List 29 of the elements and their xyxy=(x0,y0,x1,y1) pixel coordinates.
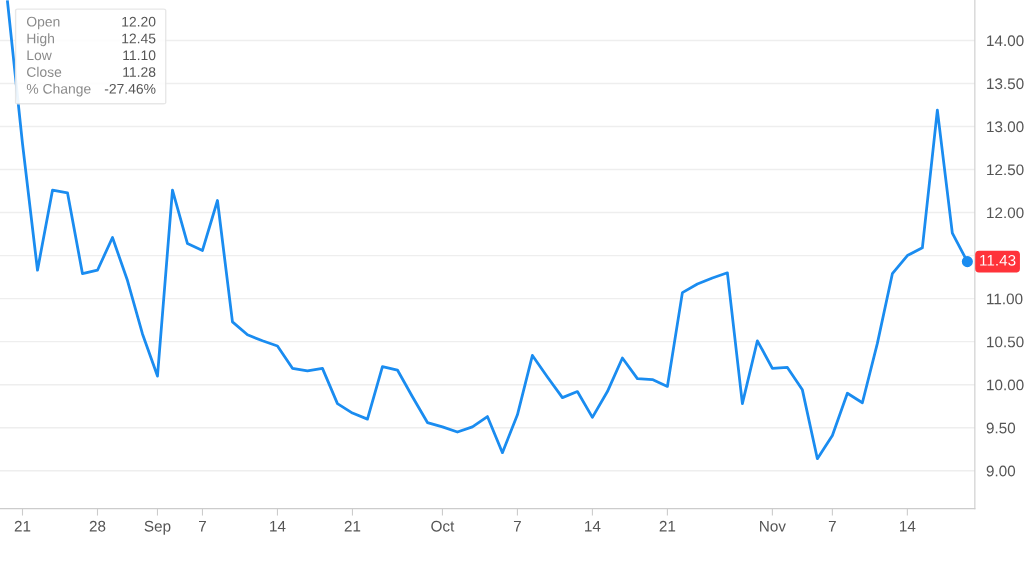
x-tick-label: 21 xyxy=(14,520,31,532)
y-tick-label: 10.50 xyxy=(987,336,1024,348)
x-tick-label: 21 xyxy=(659,520,676,532)
x-tick-label: Oct xyxy=(431,520,455,532)
y-tick-label: 9.50 xyxy=(986,422,1016,434)
x-tick-label: 21 xyxy=(344,520,361,532)
y-tick-label: 11.00 xyxy=(987,293,1023,305)
x-tick-label: 7 xyxy=(199,520,206,532)
text: Low 11.10 xyxy=(27,50,156,61)
annotation: % Change -27.46% xyxy=(26,83,156,97)
x-tick-label: Sep xyxy=(144,520,171,535)
x-tick-label: 7 xyxy=(828,520,836,532)
y-tick-label: 12.00 xyxy=(987,207,1024,219)
y-tick-label: 9.00 xyxy=(986,465,1016,477)
y-tick-label: 12.50 xyxy=(987,164,1024,176)
x-tick-label: 14 xyxy=(270,520,286,532)
text: Open 12.20 xyxy=(26,16,156,30)
text: 11.43 xyxy=(980,254,1016,266)
x-tick-label: Nov xyxy=(760,520,786,532)
x-tick-label: 28 xyxy=(89,520,106,532)
x-tick-label: 7 xyxy=(513,520,521,532)
x-tick-label: 14 xyxy=(900,520,916,532)
y-tick-label: 13.50 xyxy=(987,78,1024,90)
text: High 12.45 xyxy=(27,33,156,47)
x-tick-label: 14 xyxy=(585,520,601,532)
y-tick-label: 13.00 xyxy=(987,121,1024,133)
y-tick-label: 10.00 xyxy=(987,379,1024,391)
text: Close 11.28 xyxy=(27,66,156,77)
y-tick-label: 14.00 xyxy=(987,35,1024,47)
